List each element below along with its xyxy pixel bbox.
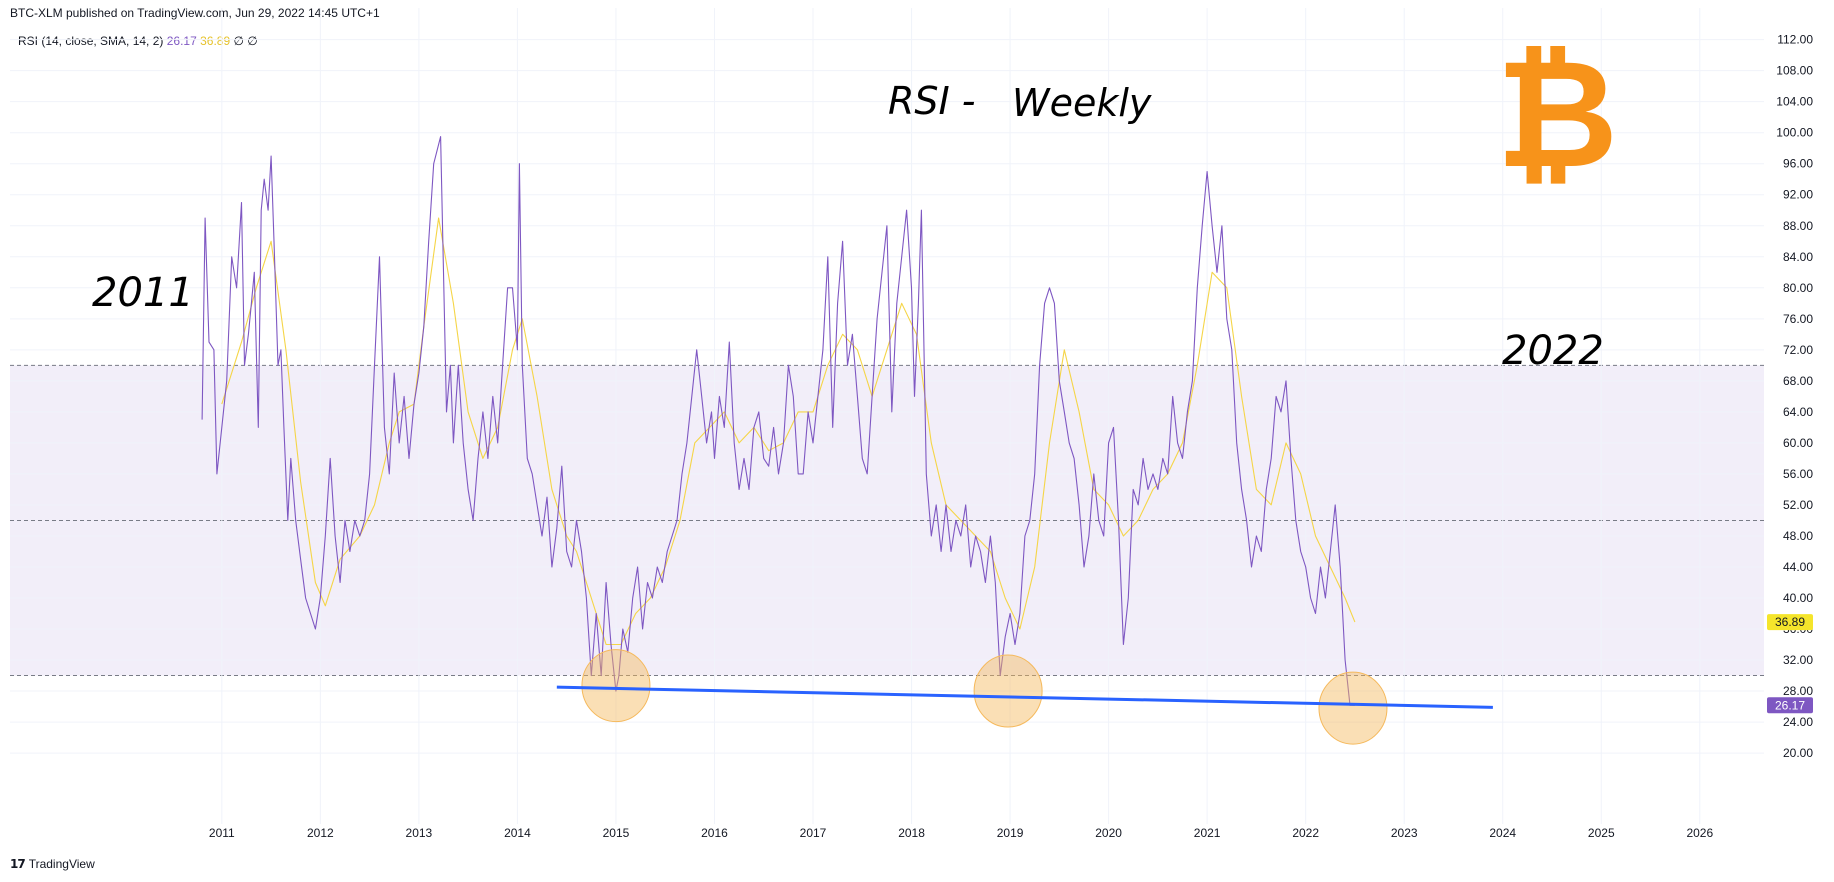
footer-brand: TradingView (28, 857, 95, 871)
y-tick-label: 80.00 (1783, 281, 1813, 295)
y-tick-label: 24.00 (1783, 715, 1813, 729)
y-tick-label: 92.00 (1783, 188, 1813, 202)
y-tick-label: 20.00 (1783, 746, 1813, 760)
y-tick-label: 44.00 (1783, 560, 1813, 574)
y-tick-label: 104.00 (1776, 95, 1813, 109)
x-tick-label: 2022 (1292, 826, 1319, 840)
y-tick-label: 76.00 (1783, 312, 1813, 326)
trend-line (556, 685, 1493, 709)
tradingview-logo-icon: 17 (10, 857, 26, 871)
y-tick-label: 72.00 (1783, 343, 1813, 357)
highlight-ellipse-2 (973, 654, 1043, 728)
y-tick-label: 28.00 (1783, 684, 1813, 698)
y-tick-label: 52.00 (1783, 498, 1813, 512)
annotation-title-left: RSI - (888, 79, 976, 123)
x-tick-label: 2013 (406, 826, 433, 840)
overlay-layer (556, 649, 1493, 745)
rsi-value: 26.17 (166, 34, 197, 48)
annotation-year-right: 2022 (1502, 328, 1604, 374)
sma-price-badge: 36.89 (1775, 615, 1805, 629)
x-tick-label: 2014 (504, 826, 531, 840)
publish-header: BTC-XLM published on TradingView.com, Ju… (10, 6, 380, 20)
x-tick-label: 2017 (800, 826, 827, 840)
x-tick-label: 2024 (1489, 826, 1516, 840)
legend-extra: ∅ ∅ (233, 34, 258, 48)
x-tick-label: 2015 (603, 826, 630, 840)
tradingview-footer[interactable]: 17 TradingView (10, 857, 95, 871)
rsi-line (201, 136, 1355, 706)
x-tick-label: 2023 (1391, 826, 1418, 840)
y-tick-label: 64.00 (1783, 405, 1813, 419)
x-tick-label: 2026 (1686, 826, 1713, 840)
y-tick-label: 56.00 (1783, 467, 1813, 481)
indicator-legend[interactable]: RSI (14, close, SMA, 14, 2) 26.17 36.89 … (18, 34, 258, 48)
rsi-price-badge-bg (1767, 697, 1813, 714)
x-tick-label: 2021 (1194, 826, 1221, 840)
rsi-price-badge: 26.17 (1775, 698, 1805, 712)
sma-price-badge-bg (1767, 614, 1813, 631)
y-tick-label: 84.00 (1783, 250, 1813, 264)
annotation-year-left: 2011 (92, 270, 194, 316)
y-tick-label: 48.00 (1783, 529, 1813, 543)
y-tick-label: 100.00 (1776, 126, 1813, 140)
x-tick-label: 2012 (307, 826, 334, 840)
y-tick-label: 108.00 (1776, 64, 1813, 78)
indicator-name: RSI (14, close, SMA, 14, 2) (18, 34, 164, 48)
y-tick-label: 32.00 (1783, 653, 1813, 667)
annotation-title-right: Weekly (1012, 81, 1152, 125)
x-tick-label: 2018 (898, 826, 925, 840)
x-tick-label: 2020 (1095, 826, 1122, 840)
series-layer (201, 136, 1356, 706)
grid-layer (10, 8, 1764, 824)
x-tick-label: 2011 (209, 826, 235, 840)
rsi-band-layer (10, 364, 1764, 677)
y-tick-label: 40.00 (1783, 591, 1813, 605)
x-tick-label: 2016 (701, 826, 728, 840)
y-tick-label: 96.00 (1783, 157, 1813, 171)
y-tick-label: 112.00 (1777, 33, 1813, 47)
y-tick-label: 68.00 (1783, 374, 1813, 388)
x-tick-label: 2019 (997, 826, 1024, 840)
highlight-ellipse-3 (1318, 671, 1388, 745)
bitcoin-logo-icon: ₿ (1496, 28, 1618, 202)
highlight-ellipse-1 (581, 649, 651, 723)
sma-value: 36.89 (200, 34, 231, 48)
x-tick-label: 2025 (1588, 826, 1615, 840)
y-tick-label: 88.00 (1783, 219, 1813, 233)
axis-layer: 20.0024.0028.0032.0036.0040.0044.0048.00… (209, 33, 1813, 840)
y-tick-label: 60.00 (1783, 436, 1813, 450)
